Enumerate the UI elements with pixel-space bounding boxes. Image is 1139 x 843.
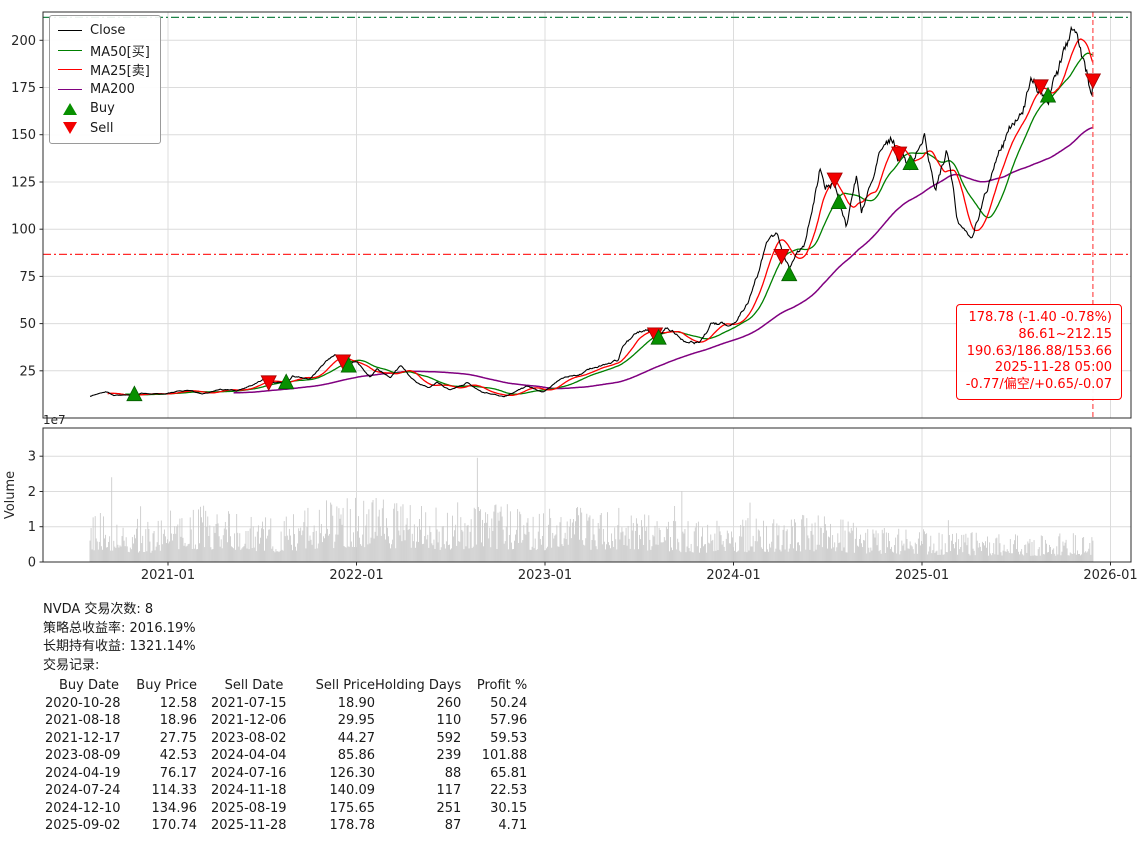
col-header: Sell Date (224, 677, 284, 693)
table-row: 2021-08-18 18.96 2021-12-06 29.95 110 57.96 (45, 713, 528, 729)
annotation-signal-line: -0.77/偏空/+0.65/-0.07 (965, 377, 1112, 393)
svg-text:2025-01: 2025-01 (895, 568, 949, 583)
legend-item-sell: Sell (58, 119, 150, 139)
annotation-range-line: 86.61~212.15 (1018, 326, 1112, 342)
svg-text:150: 150 (11, 128, 36, 143)
svg-text:3: 3 (28, 450, 36, 465)
table-row: 2023-08-09 42.53 2024-04-04 85.86 239 101.88 (45, 748, 528, 764)
ma200-line-icon (58, 88, 82, 90)
svg-text:100: 100 (11, 223, 36, 238)
svg-text:25: 25 (19, 364, 36, 379)
svg-text:75: 75 (19, 270, 36, 285)
table-row: 2024-07-24 114.33 2024-11-18 140.09 117 22.53 (45, 783, 528, 799)
legend-label-ma50: MA50[买] (90, 44, 150, 60)
legend-label-buy: Buy (90, 101, 115, 117)
annotation-ma-line: 190.63/186.88/153.66 (966, 343, 1112, 359)
table-row: 2021-12-17 27.75 2023-08-02 44.27 592 59.53 (45, 730, 528, 746)
svg-text:2: 2 (28, 485, 36, 500)
svg-text:Volume: Volume (3, 471, 18, 519)
table-row: 2020-10-28 12.58 2021-07-15 18.90 260 50.24 (45, 695, 528, 711)
svg-text:2026-01: 2026-01 (1083, 568, 1137, 583)
svg-text:1e7: 1e7 (43, 413, 66, 427)
sell-triangle-icon (58, 122, 82, 135)
svg-text:200: 200 (11, 34, 36, 49)
legend-label-sell: Sell (90, 120, 114, 136)
svg-text:2024-01: 2024-01 (706, 568, 760, 583)
col-header: Sell Price (315, 677, 375, 693)
buy-triangle-icon (58, 102, 82, 115)
legend-item-close: Close (58, 21, 150, 41)
ma50-line-icon (58, 49, 82, 51)
trades-header-row: Buy Date Buy Price Sell Date Sell Price Hold… (43, 676, 527, 694)
annotation-time-line: 2025-11-28 05:00 (994, 360, 1112, 376)
trade-count-line: NVDA 交易次数: 8 (43, 602, 154, 617)
legend-item-buy: Buy (58, 99, 150, 119)
hold-return-line: 长期持有收益: 1321.14% (43, 639, 196, 655)
table-row: 2024-04-19 76.17 2024-07-16 126.30 88 65.81 (45, 765, 528, 781)
svg-text:2023-01: 2023-01 (518, 568, 572, 583)
legend-label-close: Close (90, 23, 126, 39)
col-header: Buy Date (58, 677, 120, 693)
table-row: 2024-12-10 134.96 2025-08-19 175.65 251 30.15 (45, 800, 528, 816)
svg-text:175: 175 (11, 81, 36, 96)
legend-label-ma200: MA200 (90, 81, 135, 97)
svg-text:2022-01: 2022-01 (329, 568, 383, 583)
svg-text:0: 0 (28, 556, 36, 571)
legend-item-ma25: MA25[卖] (58, 60, 150, 80)
trades-table: Buy Date Buy Price Sell Date Sell Price Hold… (43, 676, 527, 834)
quote-annotation-box: 178.78 (-1.40 -0.78%) 86.61~212.15 190.6… (955, 304, 1122, 400)
svg-text:2021-01: 2021-01 (141, 568, 195, 583)
legend-item-ma50: MA50[买] (58, 41, 150, 61)
price-volume-chart: 25 50 75 100 125 150 175 200 0 1 2 3 2021-01 2022-01 2… (3, 11, 1138, 583)
legend-label-ma25: MA25[卖] (90, 64, 150, 80)
annotation-price-line: 178.78 (-1.40 -0.78%) (968, 310, 1112, 325)
svg-text:125: 125 (11, 176, 36, 191)
svg-text:50: 50 (19, 317, 36, 332)
chart-legend: Close MA50[买] MA25[卖] MA200 Buy Sell (49, 15, 161, 144)
ma25-line-icon (58, 69, 82, 71)
trade-record-label: 交易记录: (43, 657, 100, 673)
svg-text:1: 1 (28, 520, 36, 535)
col-header: Buy Price (136, 677, 197, 693)
summary-block: NVDA 交易次数: 8 策略总收益率: 2016.19% 长期持有收益: 13… (43, 601, 527, 834)
col-header: Holding Days (375, 677, 462, 693)
col-header: Profit % (476, 677, 528, 693)
table-row: 2025-09-02 170.74 2025-11-28 178.78 87 4.71 (45, 818, 528, 834)
legend-item-ma200: MA200 (58, 80, 150, 100)
close-line-icon (58, 30, 82, 32)
strategy-return-line: 策略总收益率: 2016.19% (43, 620, 196, 636)
